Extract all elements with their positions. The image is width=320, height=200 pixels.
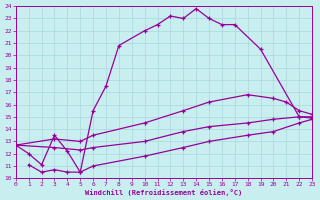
- X-axis label: Windchill (Refroidissement éolien,°C): Windchill (Refroidissement éolien,°C): [85, 189, 243, 196]
